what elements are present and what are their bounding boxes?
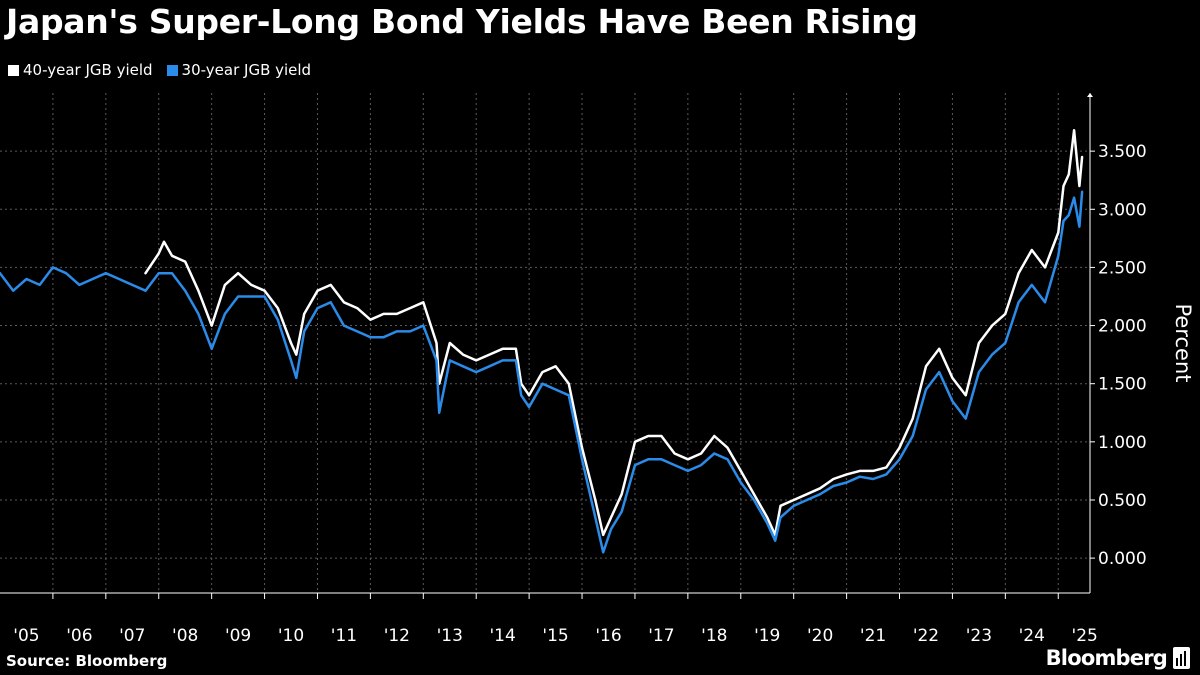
x-tick-label: '07 [119,626,145,646]
x-tick-label: '25 [1072,626,1098,646]
x-tick-label: '16 [595,626,621,646]
bloomberg-chart-icon [1173,647,1190,669]
y-tick-label: 0.500 [1098,491,1147,511]
x-tick-label: '14 [490,626,516,646]
x-tick-label: '15 [542,626,568,646]
x-tick-label: '13 [437,626,463,646]
legend-swatch-30-year [166,64,178,76]
axis-layer [0,93,1095,599]
x-tick-label: '24 [1019,626,1045,646]
x-tick-label: '19 [754,626,780,646]
legend-item-30-year: 30-year JGB yield [166,61,312,79]
legend-item-40-year: 40-year JGB yield [8,61,153,79]
y-axis-title: Percent [1171,303,1195,382]
x-tick-label: '10 [278,626,304,646]
legend-swatch-40-year [8,64,19,76]
series-line-30-year [0,190,1084,554]
y-tick-label: 1.500 [1098,375,1147,395]
x-tick-label: '11 [331,626,357,646]
source-note: Source: Bloomberg [6,652,168,670]
x-tick-label: '20 [807,626,833,646]
series-line-40-year [144,128,1084,537]
brand: Bloomberg [1046,646,1190,670]
x-tick-label: '18 [701,626,727,646]
legend-label-40-year: 40-year JGB yield [23,61,153,79]
series-layer [0,128,1084,554]
y-axis-arrow [1087,93,1093,97]
x-tick-label: '23 [966,626,992,646]
brand-logo-text: Bloomberg [1045,646,1168,670]
y-tick-label: 0.000 [1098,549,1147,569]
legend: 40-year JGB yield 30-year JGB yield [8,61,325,79]
x-tick-label: '08 [172,626,198,646]
grid-layer [0,93,1090,593]
y-tick-label: 3.000 [1098,200,1147,220]
x-tick-label: '05 [13,626,39,646]
y-tick-label: 3.500 [1098,142,1147,162]
x-tick-label: '22 [913,626,939,646]
label-layer: 0.000 0.500 1.000 1.500 2.000 2.500 3.000 3.500… [13,142,1195,646]
y-tick-label: 2.000 [1098,317,1147,337]
x-tick-label: '06 [66,626,92,646]
y-tick-label: 2.500 [1098,258,1147,278]
legend-label-30-year: 30-year JGB yield [181,61,312,79]
x-tick-label: '12 [384,626,410,646]
x-tick-label: '09 [225,626,251,646]
chart-title: Japan's Super-Long Bond Yields Have Been… [6,2,918,41]
y-tick-label: 1.000 [1098,433,1147,453]
x-tick-label: '21 [860,626,886,646]
x-tick-label: '17 [648,626,674,646]
